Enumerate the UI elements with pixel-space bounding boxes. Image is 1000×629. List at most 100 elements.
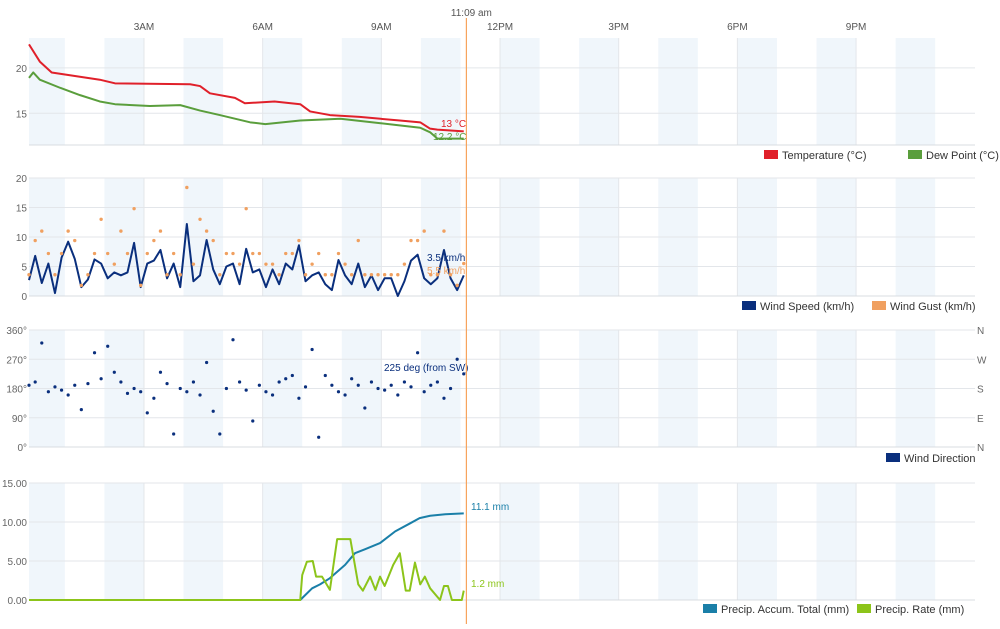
data-point-wind-direction xyxy=(99,377,103,381)
data-point-wind-direction xyxy=(330,383,334,387)
time-band xyxy=(104,38,144,145)
data-point-wind-gust xyxy=(132,206,136,211)
compass-tick-label: N xyxy=(977,443,984,454)
data-point-wind-direction xyxy=(396,393,400,397)
data-point-wind-gust xyxy=(73,238,77,243)
data-point-wind-direction xyxy=(303,385,308,389)
data-point-wind-direction xyxy=(79,408,83,412)
data-point-wind-gust xyxy=(409,238,413,243)
data-point-wind-gust xyxy=(435,273,440,277)
data-point-wind-direction xyxy=(125,391,130,395)
end-value-label: 225 deg (from SW) xyxy=(384,363,468,374)
y-tick-label: 5.00 xyxy=(8,557,28,568)
data-point-wind-gust xyxy=(257,251,262,256)
y-tick-label: 90° xyxy=(12,414,27,425)
data-point-wind-direction xyxy=(27,383,31,387)
data-point-wind-gust xyxy=(66,229,70,233)
y-tick-label: 360° xyxy=(6,326,27,337)
data-point-wind-direction xyxy=(356,383,360,387)
data-point-wind-gust xyxy=(317,251,321,256)
data-point-wind-direction xyxy=(343,393,347,397)
chart-panel-1 xyxy=(28,38,975,159)
data-point-wind-gust xyxy=(336,251,341,256)
data-point-wind-gust xyxy=(244,206,248,211)
data-point-wind-gust xyxy=(290,251,295,256)
data-point-wind-gust xyxy=(211,238,215,243)
data-point-wind-gust xyxy=(165,273,169,277)
data-point-wind-direction xyxy=(119,380,123,384)
legend-entry: Precip. Accum. Total (mm) xyxy=(721,604,849,616)
x-tick-label: 6PM xyxy=(727,22,748,33)
data-point-wind-gust xyxy=(53,273,57,277)
end-value-label: 13 °C xyxy=(441,119,466,130)
data-point-wind-direction xyxy=(376,386,380,391)
data-point-wind-gust xyxy=(343,262,347,266)
data-point-wind-direction xyxy=(211,409,215,413)
data-point-wind-gust xyxy=(106,251,110,256)
data-point-wind-direction xyxy=(442,396,446,400)
y-tick-label: 0° xyxy=(17,443,27,454)
data-point-wind-gust xyxy=(112,262,117,266)
data-point-wind-direction xyxy=(224,386,228,391)
data-point-wind-gust xyxy=(27,273,31,277)
legend-swatch xyxy=(742,301,756,310)
data-point-wind-direction xyxy=(251,419,255,423)
data-point-wind-gust xyxy=(356,238,360,243)
data-point-wind-direction xyxy=(244,388,248,392)
time-band xyxy=(500,38,540,145)
data-point-wind-gust xyxy=(310,262,314,266)
data-point-wind-gust xyxy=(415,238,420,243)
y-tick-label: 180° xyxy=(6,385,27,396)
data-point-wind-gust xyxy=(218,273,222,277)
data-point-wind-gust xyxy=(277,273,281,277)
data-point-wind-direction xyxy=(145,411,149,415)
legend-entry: Dew Point (°C) xyxy=(926,150,999,162)
data-point-wind-direction xyxy=(402,380,407,384)
y-tick-label: 5 xyxy=(21,263,27,274)
x-tick-label: 12PM xyxy=(487,22,513,33)
legend-swatch xyxy=(908,150,922,159)
data-point-wind-gust xyxy=(251,251,255,256)
data-point-wind-direction xyxy=(132,386,136,391)
end-value-label: 11.1 mm xyxy=(471,502,509,513)
data-point-wind-gust xyxy=(396,273,400,277)
data-point-wind-gust xyxy=(86,273,90,277)
data-point-wind-direction xyxy=(383,388,387,392)
data-point-wind-gust xyxy=(171,251,176,256)
y-tick-label: 15.00 xyxy=(2,479,27,490)
data-point-wind-gust xyxy=(455,283,459,288)
data-point-wind-gust xyxy=(99,217,103,221)
series-line-dew-point xyxy=(28,71,464,140)
current-time-label: 11:09 am xyxy=(451,8,492,19)
data-point-wind-gust xyxy=(284,251,288,256)
data-point-wind-direction xyxy=(191,380,196,384)
data-point-wind-direction xyxy=(53,385,57,389)
legend-entry: Wind Gust (km/h) xyxy=(890,301,976,313)
data-point-wind-direction xyxy=(178,386,182,391)
data-point-wind-gust xyxy=(402,262,407,266)
data-point-wind-direction xyxy=(66,393,70,397)
data-point-wind-direction xyxy=(198,393,202,397)
time-band xyxy=(262,38,303,145)
y-tick-label: 20 xyxy=(16,64,28,75)
y-tick-label: 15 xyxy=(16,204,28,215)
legend-entry: Precip. Rate (mm) xyxy=(875,604,964,616)
time-band xyxy=(658,38,698,145)
data-point-wind-gust xyxy=(303,273,308,277)
time-band xyxy=(895,38,936,145)
y-tick-label: 10 xyxy=(16,233,28,244)
legend-swatch xyxy=(703,604,717,613)
data-point-wind-gust xyxy=(462,261,466,266)
data-point-wind-gust xyxy=(79,283,84,288)
x-tick-label: 3AM xyxy=(134,22,155,33)
data-point-wind-gust xyxy=(158,229,163,233)
x-tick-label: 9AM xyxy=(371,22,392,33)
x-tick-label: 6AM xyxy=(252,22,273,33)
data-point-wind-direction xyxy=(165,382,169,386)
x-tick-label: 9PM xyxy=(846,22,867,33)
data-point-wind-direction xyxy=(73,383,77,387)
series-line-wind-speed xyxy=(28,223,465,297)
data-point-wind-direction xyxy=(158,370,163,374)
data-point-wind-direction xyxy=(409,385,413,389)
